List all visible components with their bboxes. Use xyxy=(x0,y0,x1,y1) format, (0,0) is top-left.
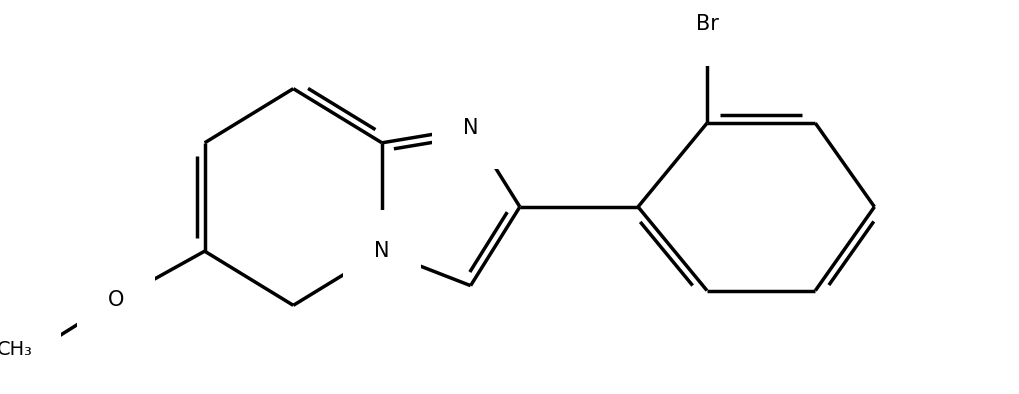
Text: N: N xyxy=(374,241,389,261)
Text: CH₃: CH₃ xyxy=(0,340,33,359)
Text: Br: Br xyxy=(695,15,717,35)
Text: N: N xyxy=(463,118,478,138)
Text: O: O xyxy=(108,290,124,310)
